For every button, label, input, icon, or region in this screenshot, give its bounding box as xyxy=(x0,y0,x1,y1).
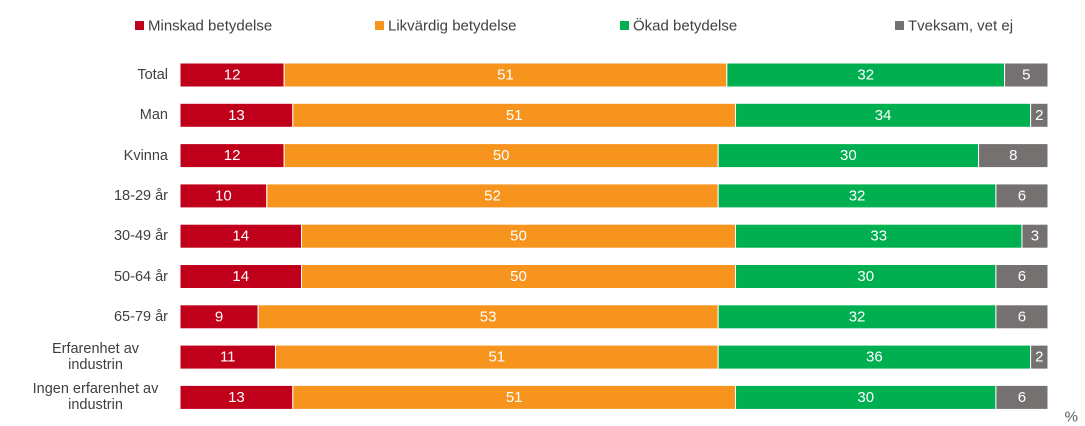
bar-segment xyxy=(301,264,737,289)
category-text: 18-29 år xyxy=(113,187,168,204)
bar-segment xyxy=(292,102,737,128)
value-label: 12 xyxy=(224,147,241,164)
category-text: Man xyxy=(139,107,168,124)
category-label: 18-29 år xyxy=(0,176,168,216)
value-label: 36 xyxy=(866,349,883,366)
bar-segment xyxy=(735,264,997,289)
bar-segment xyxy=(1030,102,1049,128)
category-text: 65-79 år xyxy=(113,308,168,325)
value-label: 13 xyxy=(228,389,245,406)
bar-segment xyxy=(995,304,1049,330)
bar-segment xyxy=(179,62,285,88)
value-label: 33 xyxy=(870,228,887,245)
bar-segment xyxy=(726,62,1006,88)
value-label: 51 xyxy=(488,349,505,366)
value-label: 50 xyxy=(510,268,527,285)
value-label: 34 xyxy=(875,107,892,124)
bar-segment xyxy=(1030,344,1049,370)
value-label: 12 xyxy=(224,67,241,84)
bar-segment xyxy=(1021,223,1049,249)
legend-swatch xyxy=(620,21,629,30)
legend-label: Ökad betydelse xyxy=(633,17,737,35)
value-label: 14 xyxy=(232,268,249,285)
category-label: 50-64 år xyxy=(0,257,168,297)
bar-segment xyxy=(179,183,268,209)
category-label: Man xyxy=(0,95,168,135)
value-label: 30 xyxy=(857,268,874,285)
value-label: 30 xyxy=(840,147,857,164)
bar-segment xyxy=(995,264,1049,289)
category-label: Kvinna xyxy=(0,136,168,176)
legend-label: Tveksam, vet ej xyxy=(908,18,1013,35)
value-label: 6 xyxy=(1018,187,1026,204)
bar-segment xyxy=(283,62,728,88)
category-text: 50-64 år xyxy=(113,268,168,285)
category-text: 30-49 år xyxy=(113,228,168,245)
legend-swatch xyxy=(375,21,384,30)
legend-swatch xyxy=(895,21,904,30)
value-label: 53 xyxy=(480,308,497,325)
value-label: 52 xyxy=(484,187,501,204)
bar-segment xyxy=(292,384,737,410)
bar-segment xyxy=(266,183,719,209)
bar-segment xyxy=(179,223,303,249)
bar-segment xyxy=(995,183,1049,209)
bar-segment xyxy=(735,102,1032,128)
bar-segment xyxy=(717,143,980,169)
category-text: Total xyxy=(137,67,168,83)
value-label: 6 xyxy=(1018,389,1026,406)
bar-segment xyxy=(717,344,1032,370)
value-label: 11 xyxy=(220,349,236,366)
bar-segment xyxy=(179,264,303,289)
bar-segment xyxy=(995,384,1049,410)
value-label: 32 xyxy=(849,308,866,325)
value-label: 10 xyxy=(215,187,232,204)
bar-segment xyxy=(274,344,719,370)
value-label: 32 xyxy=(857,67,874,84)
value-label: 32 xyxy=(849,187,866,204)
value-label: 50 xyxy=(510,228,527,245)
category-label: Ingen erfarenhet av industrin xyxy=(0,377,168,417)
value-label: 14 xyxy=(232,228,249,245)
x-axis-label: % xyxy=(1065,409,1078,426)
legend-label: Minskad betydelse xyxy=(148,18,272,35)
value-label: 8 xyxy=(1009,147,1017,164)
bar-segment xyxy=(179,384,294,410)
category-label: 65-79 år xyxy=(0,297,168,337)
bar-segment xyxy=(179,143,285,169)
value-label: 51 xyxy=(506,107,523,124)
legend-swatch xyxy=(135,21,144,30)
value-label: 30 xyxy=(857,389,874,406)
bar-segment xyxy=(179,102,294,128)
value-label: 51 xyxy=(497,67,514,84)
bar-segment xyxy=(978,143,1049,169)
category-text: Erfarenhet av industrin xyxy=(51,341,140,374)
bar-segment xyxy=(735,223,1023,249)
bar-segment xyxy=(1004,62,1049,88)
value-label: 13 xyxy=(228,107,245,124)
category-label: Total xyxy=(0,55,168,95)
value-label: 2 xyxy=(1035,107,1043,124)
value-label: 6 xyxy=(1018,268,1026,285)
category-label: Erfarenhet av industrin xyxy=(0,337,168,377)
value-label: 50 xyxy=(493,147,510,164)
legend-label: Likvärdig betydelse xyxy=(388,18,516,35)
category-label: 30-49 år xyxy=(0,216,168,256)
value-label: 51 xyxy=(506,389,523,406)
category-text: Ingen erfarenhet av industrin xyxy=(32,381,159,414)
value-label: 5 xyxy=(1022,67,1030,84)
value-label: 6 xyxy=(1018,308,1026,325)
value-label: 2 xyxy=(1035,349,1043,366)
category-text: Kvinna xyxy=(123,147,168,164)
value-label: 3 xyxy=(1031,228,1039,245)
value-label: 9 xyxy=(215,308,223,325)
